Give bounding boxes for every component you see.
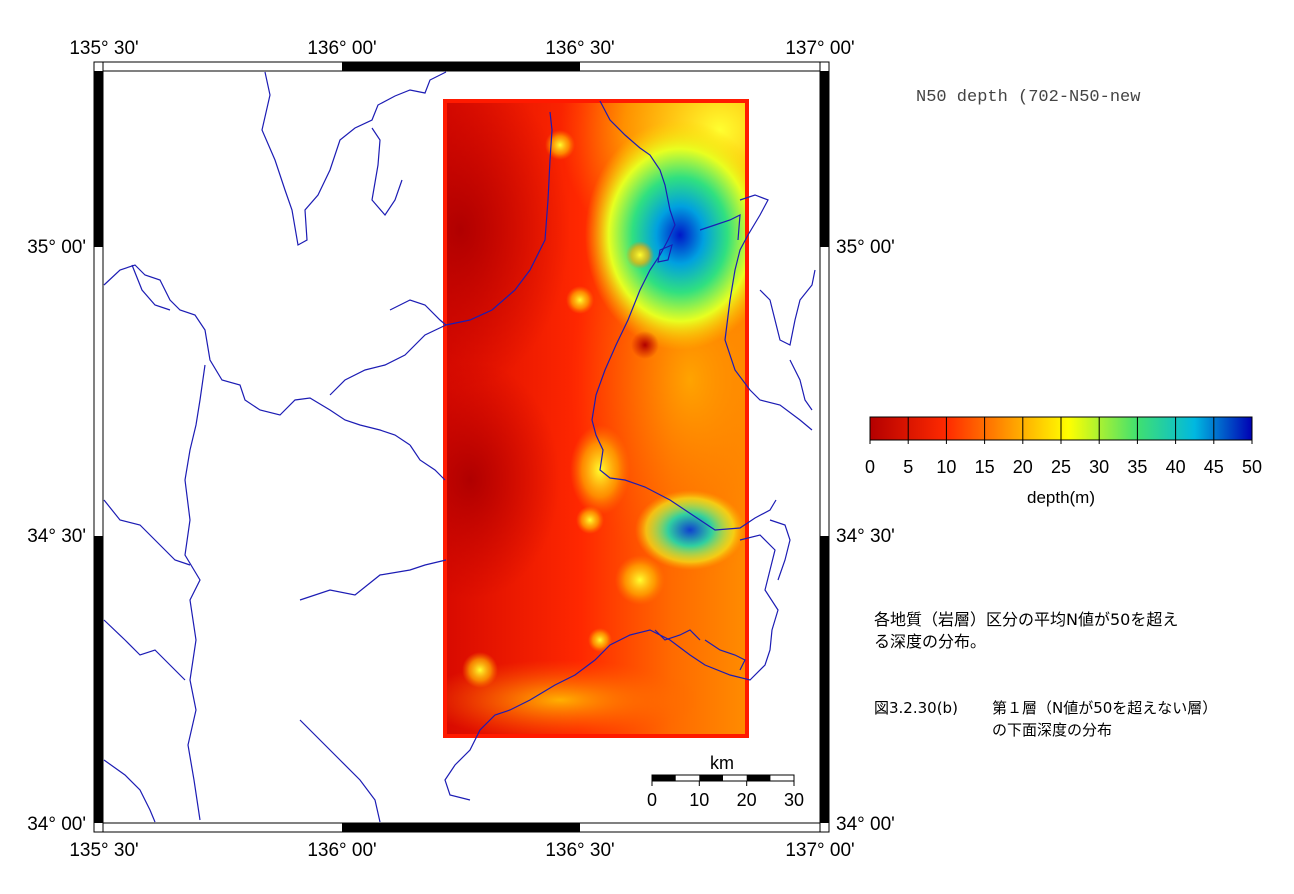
lat-tick-right-2: 34° 00' xyxy=(836,814,895,835)
colorbar-label-0: 0 xyxy=(865,457,875,477)
lon-tick-top-1: 136° 00' xyxy=(307,38,376,59)
figure-number: 図3.2.30(b) xyxy=(874,699,958,717)
data-area-outline xyxy=(443,99,749,738)
colorbar-label-30: 30 xyxy=(1089,457,1109,477)
lon-tick-bottom-2: 136° 30' xyxy=(545,840,614,861)
colorbar-label-20: 20 xyxy=(1013,457,1033,477)
scale-tick-3: 30 xyxy=(784,790,804,810)
lon-tick-bottom-0: 135° 30' xyxy=(69,840,138,861)
coastlines xyxy=(103,71,816,823)
figure-caption: 第１層（N値が50を超えない層） の下面深度の分布 xyxy=(992,699,1218,739)
lon-tick-bottom-1: 136° 00' xyxy=(307,840,376,861)
scale-tick-0: 0 xyxy=(647,790,657,810)
lat-tick-right-0: 35° 00' xyxy=(836,237,895,258)
lon-tick-top-2: 136° 30' xyxy=(545,38,614,59)
colorbar-label-5: 5 xyxy=(903,457,913,477)
colorbar-label-15: 15 xyxy=(975,457,995,477)
lon-tick-top-0: 135° 30' xyxy=(69,38,138,59)
scale-tick-2: 20 xyxy=(737,790,757,810)
scale-unit: km xyxy=(710,753,734,773)
scale-tick-1: 10 xyxy=(689,790,709,810)
depth-grid xyxy=(445,101,747,736)
colorbar-label: depth(m) xyxy=(1027,488,1095,507)
lon-tick-top-3: 137° 00' xyxy=(785,38,854,59)
map-title: N50 depth (702-N50-new xyxy=(916,88,1141,107)
colorbar-label-50: 50 xyxy=(1242,457,1262,477)
colorbar-label-35: 35 xyxy=(1127,457,1147,477)
colorbar-label-45: 45 xyxy=(1204,457,1224,477)
colorbar-label-10: 10 xyxy=(936,457,956,477)
colorbar-tick-marks xyxy=(869,417,1253,444)
lon-tick-bottom-3: 137° 00' xyxy=(785,840,854,861)
colorbar-label-25: 25 xyxy=(1051,457,1071,477)
lat-tick-left-2: 34° 00' xyxy=(27,814,86,835)
note-text: 各地質（岩層）区分の平均N値が50を超え る深度の分布。 xyxy=(874,610,1179,651)
lat-tick-left-1: 34° 30' xyxy=(27,526,86,547)
lat-tick-left-0: 35° 00' xyxy=(27,237,86,258)
colorbar: 0 5 10 15 20 25 30 35 40 45 50 depth(m) xyxy=(865,416,1262,507)
lat-tick-right-1: 34° 30' xyxy=(836,526,895,547)
frame-border xyxy=(93,61,830,833)
colorbar-label-40: 40 xyxy=(1166,457,1186,477)
scale-bar: km 0 10 20 30 xyxy=(647,753,804,810)
colorbar-tick-labels: 0 5 10 15 20 25 30 35 40 45 50 xyxy=(865,457,1262,477)
